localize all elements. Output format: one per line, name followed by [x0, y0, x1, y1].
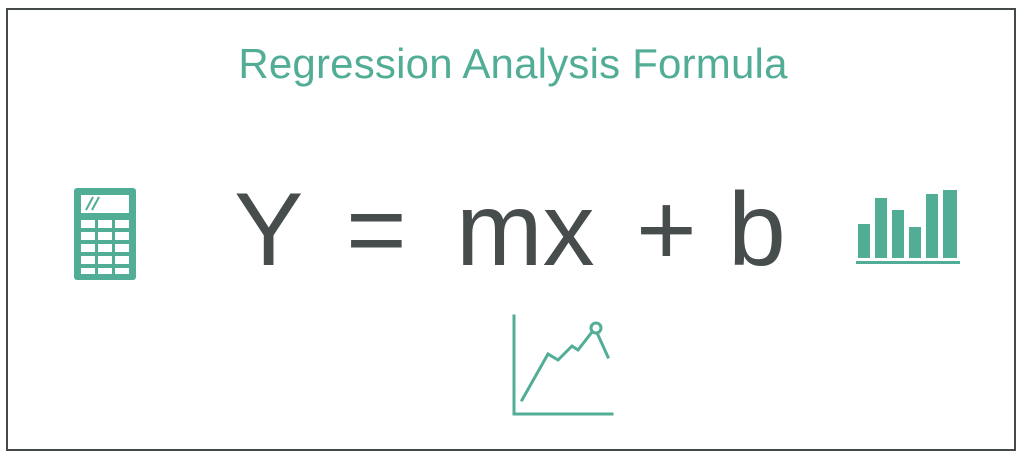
line-chart-icon	[512, 314, 614, 416]
calculator-icon	[74, 188, 136, 280]
bar-chart-icon	[856, 190, 960, 264]
formula-equals: =	[346, 172, 407, 288]
formula-b: b	[728, 172, 786, 288]
formula-mx: mx	[456, 172, 595, 288]
formula-plus: +	[636, 172, 697, 288]
formula-y: Y	[234, 172, 304, 288]
page-title: Regression Analysis Formula	[238, 40, 788, 87]
infographic-frame: Regression Analysis Formula Y = mx + b	[6, 8, 1016, 451]
regression-formula: Y = mx + b	[8, 178, 1018, 288]
